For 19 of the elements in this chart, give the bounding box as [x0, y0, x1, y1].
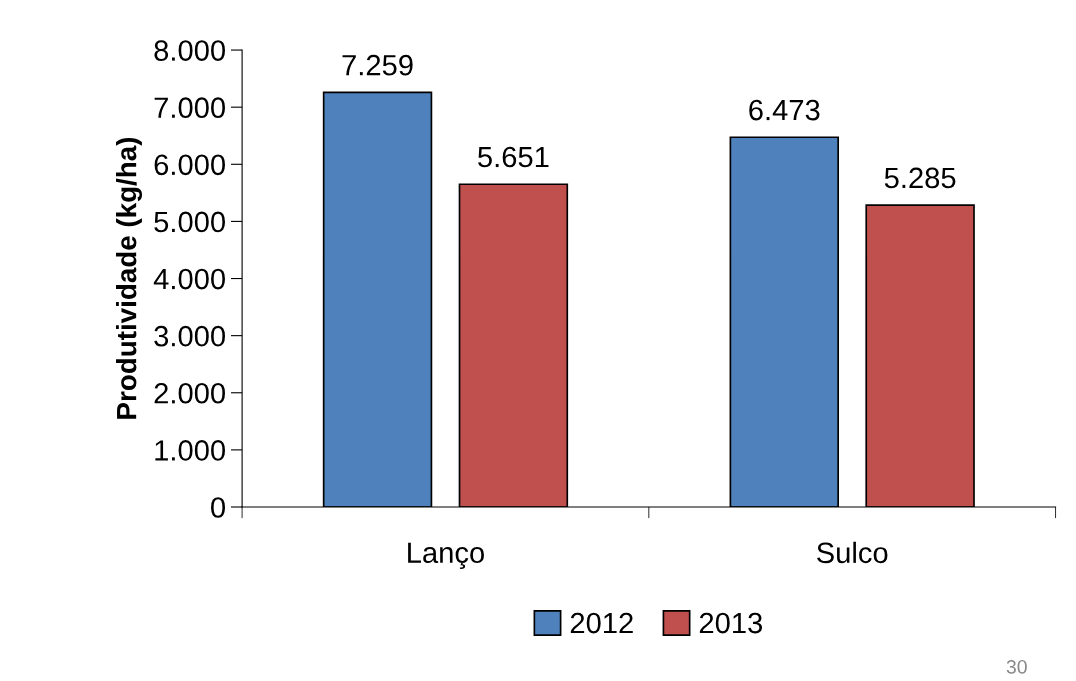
data-label: 5.651	[478, 146, 549, 168]
y-tick-label: 3.000	[154, 325, 225, 347]
y-axis-title: Produtividade (kg/ha)	[116, 137, 143, 419]
data-label: 5.285	[884, 167, 956, 189]
y-tick-label: 0	[211, 497, 225, 518]
y-tick-label: 2.000	[154, 382, 225, 404]
text: 30	[1006, 659, 1027, 674]
legend-label: 2013	[699, 612, 763, 634]
data-label: 7.259	[342, 54, 413, 76]
y-tick-label: 6.000	[154, 154, 225, 176]
y-tick-label: 7.000	[154, 97, 225, 119]
y-tick-label: 4.000	[153, 268, 225, 290]
x-tick-label: Sulco	[817, 541, 888, 564]
x-tick-label: Lanço	[408, 542, 484, 569]
data-label: 6.473	[749, 99, 820, 121]
legend-label: 2012	[570, 612, 633, 634]
y-tick-label: 8.000	[154, 40, 225, 61]
y-tick-label: 1.000	[155, 440, 225, 461]
y-tick-label: 5.000	[154, 211, 225, 233]
